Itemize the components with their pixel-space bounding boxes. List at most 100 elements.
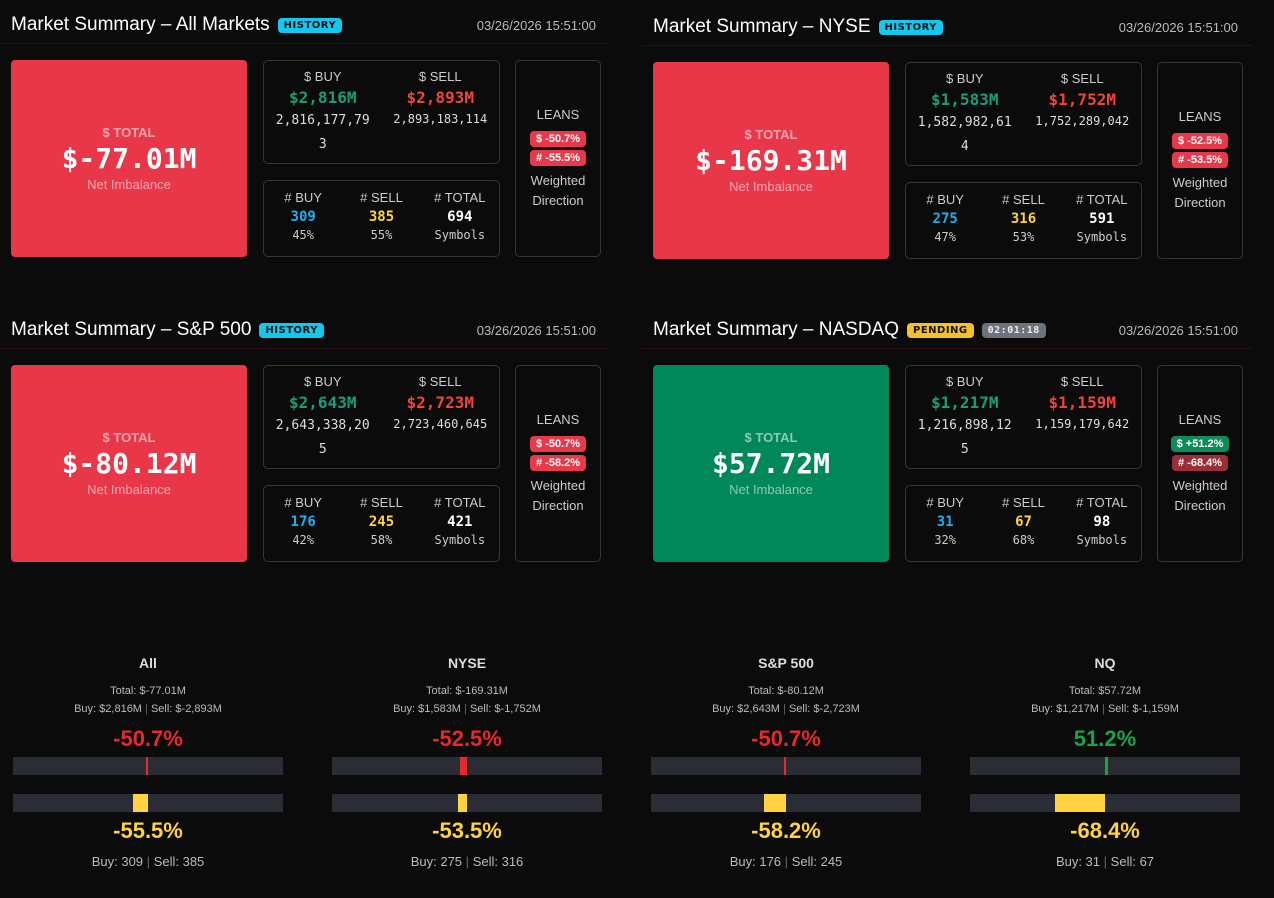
dollar-sell-raw: 2,723,460,645 xyxy=(393,417,488,431)
count-sell-label: # SELL xyxy=(1002,495,1045,510)
panel-title-row: Market Summary – All Markets HISTORY xyxy=(11,14,343,36)
panel-header: Market Summary – All Markets HISTORY 03/… xyxy=(0,0,610,44)
leans-label: LEANS xyxy=(536,106,580,122)
market-summary-panel: Market Summary – All Markets HISTORY 03/… xyxy=(0,0,610,260)
dollar-lean-pct: -52.5% xyxy=(432,726,502,751)
separator: | xyxy=(784,854,789,869)
imbalance-marker xyxy=(133,794,148,812)
summary-buy: Buy: $2,816M xyxy=(74,703,142,715)
panel-header: Market Summary – NASDAQ PENDING 02:01:18… xyxy=(642,305,1252,349)
total-value: $-80.12M xyxy=(61,447,197,480)
count-lean-pct: -58.2% xyxy=(751,818,821,843)
leans-card: LEANS $ -52.5% # -53.5% Weighted Directi… xyxy=(1157,62,1243,259)
separator: | xyxy=(464,703,467,715)
imbalance-marker xyxy=(457,794,467,812)
dollar-buy-label: $ BUY xyxy=(945,71,984,86)
symbol-count-card: # BUY 275 47% # SELL 316 53% # TOTAL 591… xyxy=(905,182,1142,259)
imbalance-marker xyxy=(784,757,786,775)
dollar-buy-label: $ BUY xyxy=(303,374,342,389)
timestamp: 03/26/2026 15:51:00 xyxy=(476,18,596,33)
leans-card: LEANS $ -50.7% # -55.5% Weighted Directi… xyxy=(515,60,601,257)
count-lean-bar xyxy=(13,794,283,812)
dollar-lean-pct: -50.7% xyxy=(751,726,821,751)
count-lean-bar xyxy=(651,794,921,812)
lean-dollar-badge: $ -52.5% xyxy=(1171,132,1229,149)
summary-sell: Sell: $-1,159M xyxy=(1107,703,1179,715)
separator: | xyxy=(1102,703,1105,715)
summary-buy: Buy: $2,643M xyxy=(712,703,780,715)
summary-count-sell: Sell: 245 xyxy=(791,854,843,869)
net-imbalance-label: Net Imbalance xyxy=(729,482,813,497)
count-buy-label: # BUY xyxy=(926,495,964,510)
dollar-lean-pct: -50.7% xyxy=(113,726,183,751)
dollar-buy-sell-card: $ BUY $1,583M 1,582,982,614 $ SELL $1,75… xyxy=(905,62,1142,166)
separator: | xyxy=(465,854,470,869)
total-label: $ TOTAL xyxy=(102,125,156,140)
leans-label: LEANS xyxy=(1178,108,1222,124)
status-badge: PENDING xyxy=(907,322,974,338)
summary-count-sell: Sell: 316 xyxy=(472,854,524,869)
dollar-buy-value: $2,816M xyxy=(289,88,357,107)
panel-title-row: Market Summary – S&P 500 HISTORY xyxy=(11,319,324,341)
count-total-value: 421 xyxy=(447,514,473,530)
panel-title: Market Summary – All Markets xyxy=(11,14,270,35)
count-buy-pct: 47% xyxy=(934,230,956,244)
status-badge: HISTORY xyxy=(259,322,324,338)
net-imbalance-label: Net Imbalance xyxy=(87,482,171,497)
count-buy-pct: 32% xyxy=(934,533,956,547)
timer-badge: 02:01:18 xyxy=(981,322,1046,338)
leans-card: LEANS $ +51.2% # -68.4% Weighted Directi… xyxy=(1157,365,1243,562)
summary-column: S&P 500 Total: $-80.12M Buy: $2,643M | S… xyxy=(651,655,921,869)
dollar-sell-value: $2,723M xyxy=(406,393,474,412)
count-total-value: 694 xyxy=(447,209,473,225)
lean-dollar-badge: $ -50.7% xyxy=(529,435,587,452)
total-label: $ TOTAL xyxy=(744,127,798,142)
net-imbalance-label: Net Imbalance xyxy=(87,177,171,192)
symbols-label: Symbols xyxy=(1076,230,1128,244)
summary-column: NYSE Total: $-169.31M Buy: $1,583M | Sel… xyxy=(332,655,602,869)
summary-sell: Sell: $-1,752M xyxy=(469,703,541,715)
panel-title-row: Market Summary – NASDAQ PENDING 02:01:18 xyxy=(653,319,1046,341)
symbols-label: Symbols xyxy=(1076,533,1128,547)
count-sell-label: # SELL xyxy=(1002,192,1045,207)
count-lean-bar xyxy=(970,794,1240,812)
dollar-buy-sell-card: $ BUY $2,816M 2,816,177,793 $ SELL $2,89… xyxy=(263,60,500,164)
status-badge: HISTORY xyxy=(878,19,944,35)
symbol-count-card: # BUY 309 45% # SELL 385 55% # TOTAL 694… xyxy=(263,180,500,257)
count-sell-value: 245 xyxy=(368,514,395,530)
timestamp: 03/26/2026 15:51:00 xyxy=(1118,20,1238,35)
imbalance-marker xyxy=(1055,794,1105,812)
summary-total: Total: $57.72M xyxy=(1068,685,1142,697)
lean-count-badge: # -55.5% xyxy=(529,149,587,166)
imbalance-marker xyxy=(460,757,467,775)
symbols-label: Symbols xyxy=(434,228,486,242)
weighted-direction-label: Weighted Direction xyxy=(530,172,586,208)
summary-total: Total: $-80.12M xyxy=(748,685,824,697)
count-total-label: # TOTAL xyxy=(1076,192,1128,207)
dollar-sell-label: $ SELL xyxy=(418,374,462,389)
dollar-buy-sell-card: $ BUY $1,217M 1,216,898,125 $ SELL $1,15… xyxy=(905,365,1142,469)
count-buy-label: # BUY xyxy=(926,192,964,207)
dollar-buy-value: $1,583M xyxy=(931,90,999,109)
count-sell-label: # SELL xyxy=(360,495,403,510)
total-label: $ TOTAL xyxy=(744,430,798,445)
timestamp: 03/26/2026 15:51:00 xyxy=(476,323,596,338)
summary-count-sell: Sell: 67 xyxy=(1110,854,1155,869)
count-lean-pct: -68.4% xyxy=(1070,818,1140,843)
net-imbalance-card: $ TOTAL $-80.12M Net Imbalance xyxy=(11,365,247,562)
count-buy-label: # BUY xyxy=(284,495,322,510)
market-summary-panel: Market Summary – NYSE HISTORY 03/26/2026… xyxy=(642,2,1252,262)
summary-title: All xyxy=(139,655,157,671)
dollar-sell-value: $1,752M xyxy=(1048,90,1116,109)
summary-total: Total: $-169.31M xyxy=(426,685,508,697)
summary-title: NYSE xyxy=(447,655,487,671)
timestamp: 03/26/2026 15:51:00 xyxy=(1118,323,1238,338)
dollar-lean-bar xyxy=(651,757,921,775)
count-total-value: 98 xyxy=(1093,514,1111,530)
dollar-buy-value: $1,217M xyxy=(931,393,999,412)
summary-count-buy: Buy: 275 xyxy=(410,854,463,869)
summary-column: NQ Total: $57.72M Buy: $1,217M | Sell: $… xyxy=(970,655,1240,869)
count-lean-pct: -55.5% xyxy=(113,818,183,843)
lean-count-badge: # -53.5% xyxy=(1171,151,1229,168)
dollar-lean-bar xyxy=(13,757,283,775)
